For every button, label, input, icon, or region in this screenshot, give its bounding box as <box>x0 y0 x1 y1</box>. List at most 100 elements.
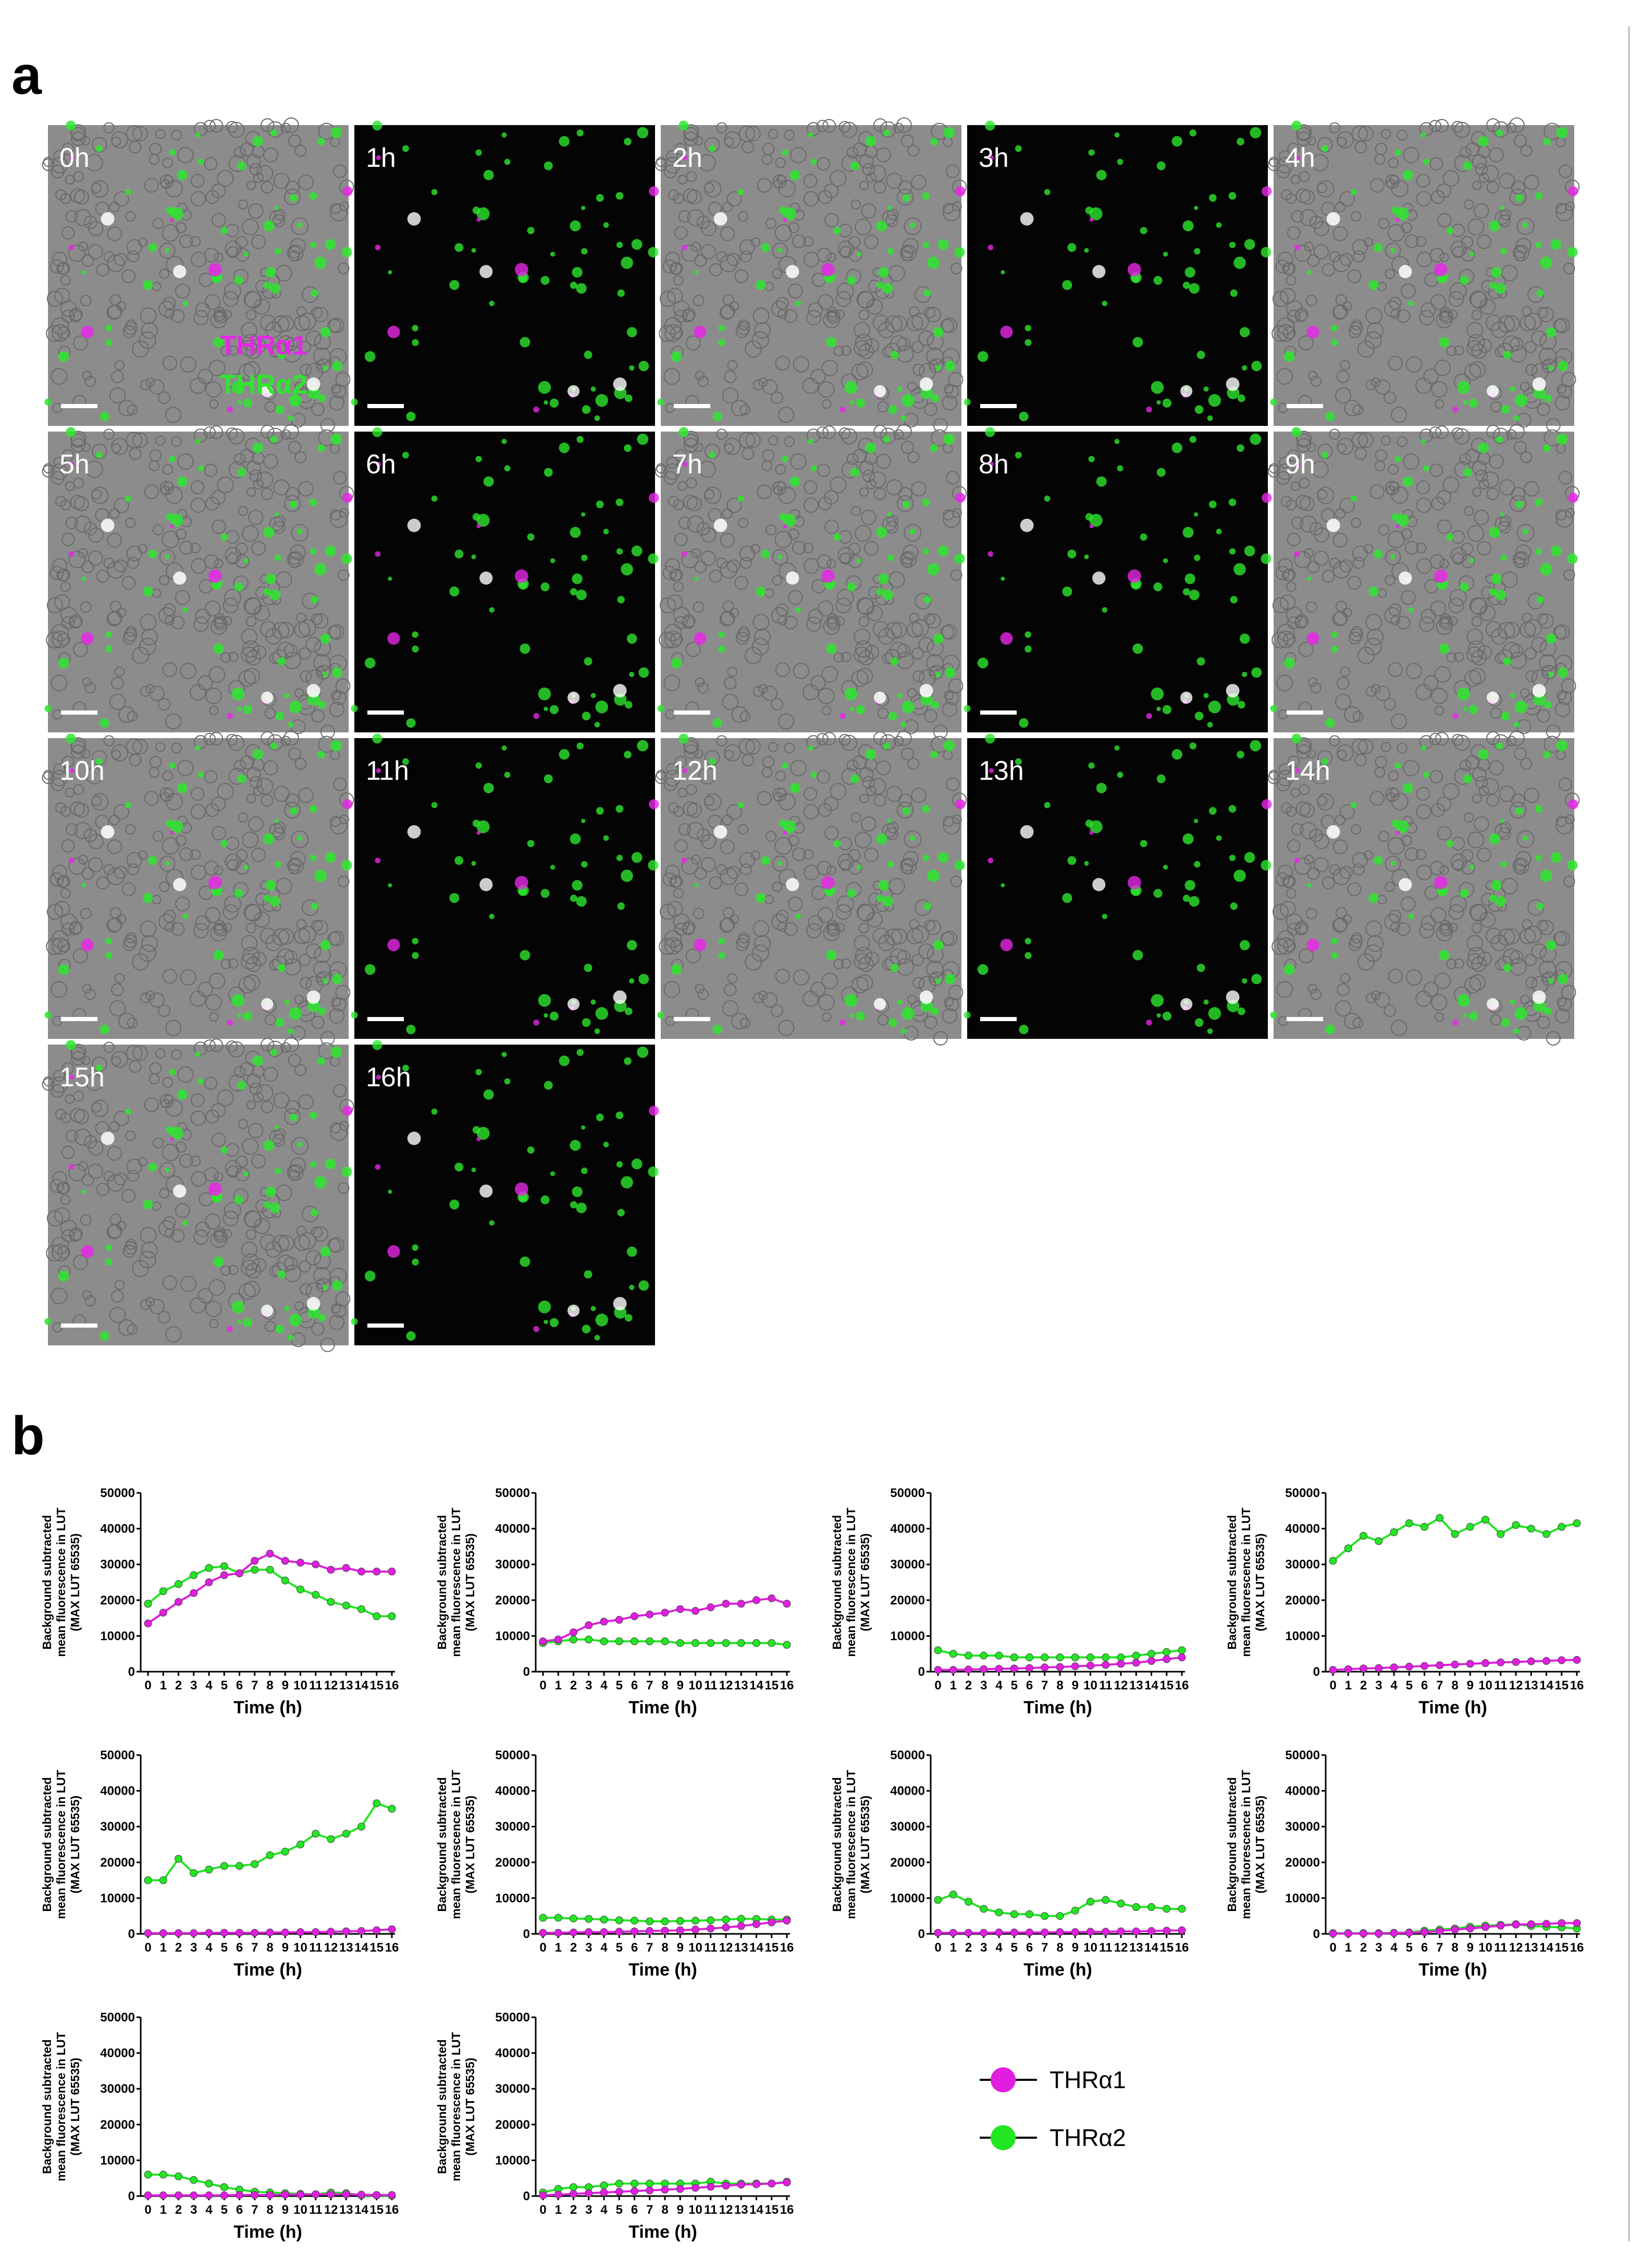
cell <box>1340 666 1351 677</box>
fluorescent-cell <box>808 438 813 444</box>
cell <box>1294 551 1312 569</box>
cell <box>1474 203 1489 219</box>
data-point <box>220 1562 228 1571</box>
fluorescent-cell <box>351 398 358 406</box>
cell <box>159 881 170 892</box>
fluorescent-cell <box>1203 693 1209 698</box>
data-point <box>995 1665 1003 1673</box>
fluorescent-cell <box>631 545 643 557</box>
y-tick-label: 40000 <box>100 2046 135 2061</box>
cell <box>1538 307 1554 323</box>
cell <box>1524 312 1542 330</box>
fluorescent-cell <box>572 1186 583 1197</box>
data-point <box>1481 1659 1489 1668</box>
cell <box>159 855 176 872</box>
cell <box>818 688 835 704</box>
micrograph: 3h <box>964 120 1272 426</box>
fluorescent-cell <box>550 251 555 257</box>
cell <box>912 363 925 376</box>
data-point <box>1010 1664 1018 1673</box>
fluorescent-cell <box>263 220 275 231</box>
y-tick-label: 10000 <box>890 1891 925 1905</box>
fluorescent-cell <box>1491 267 1502 278</box>
cell <box>772 549 788 566</box>
fluorescent-cell <box>263 1139 275 1151</box>
fluorescent-cell <box>261 691 274 704</box>
fluorescent-cell <box>351 705 358 712</box>
cell <box>694 560 707 573</box>
y-tick-label: 20000 <box>100 2118 135 2132</box>
cell <box>244 291 262 309</box>
cell <box>70 431 87 447</box>
cell <box>253 479 264 490</box>
fluorescent-cell <box>483 1089 494 1100</box>
cell <box>1272 290 1289 307</box>
fluorescent-cell <box>1350 495 1357 502</box>
cell <box>1465 142 1480 157</box>
fluorescent-cell <box>1515 807 1523 815</box>
fluorescent-cell <box>1394 456 1401 462</box>
fluorescent-cell <box>297 835 303 841</box>
fluorescent-cell <box>1446 533 1454 541</box>
cell <box>132 432 148 448</box>
fluorescent-cell <box>1270 705 1277 712</box>
fluorescent-cell <box>1146 713 1152 719</box>
fluorescent-cell <box>1350 802 1357 808</box>
fluorescent-cell <box>454 243 464 252</box>
fluorescent-cell <box>1548 978 1554 984</box>
fluorescent-cell <box>786 265 799 278</box>
y-tick-label: 20000 <box>495 1593 530 1608</box>
y-axis-label: (MAX LUT 65535) <box>68 1534 82 1632</box>
cell <box>242 640 260 658</box>
fluorescent-cell <box>197 465 204 472</box>
fluorescent-cell <box>624 1007 633 1015</box>
x-tick-label: 5 <box>221 1941 228 1955</box>
micrograph: 13h <box>964 733 1272 1039</box>
fluorescent-cell <box>1331 325 1338 332</box>
data-point <box>737 2180 745 2189</box>
cell <box>52 864 67 880</box>
fluorescent-cell <box>364 657 376 669</box>
fluorescent-cell <box>1501 1018 1510 1027</box>
fluorescent-cell <box>596 1113 604 1122</box>
cell <box>242 947 260 964</box>
cell <box>228 345 239 356</box>
cell <box>896 495 914 512</box>
fluorescent-cell <box>615 805 624 813</box>
fluorescent-cell <box>58 1270 69 1282</box>
fluorescent-cell <box>375 244 381 251</box>
data-point <box>281 1576 289 1585</box>
cell <box>1310 375 1322 387</box>
cell <box>260 314 277 331</box>
fluorescent-cell <box>1391 513 1400 521</box>
fluorescent-cell <box>125 802 131 808</box>
x-tick-label: 0 <box>144 2203 151 2217</box>
cell <box>734 575 749 590</box>
fluorescent-cell <box>1306 632 1319 645</box>
x-tick-label: 6 <box>1421 1941 1428 1955</box>
cell <box>1287 226 1301 240</box>
cell <box>249 163 262 176</box>
fluorescent-cell <box>1399 878 1412 891</box>
cell <box>793 356 810 373</box>
y-tick-label: 30000 <box>100 2082 135 2096</box>
y-axis-label: Background subtracted <box>435 1777 449 1911</box>
x-tick-label: 5 <box>1406 1678 1413 1693</box>
x-tick-label: 3 <box>1375 1941 1382 1955</box>
cell <box>103 557 115 569</box>
fluorescent-cell <box>1270 398 1277 406</box>
cell <box>1340 253 1353 266</box>
fluorescent-cell <box>407 212 421 226</box>
cell <box>1340 360 1351 371</box>
fluorescent-cell <box>544 161 553 170</box>
cell <box>1342 608 1352 618</box>
x-tick-label: 13 <box>1524 1941 1538 1955</box>
cell <box>1524 647 1537 660</box>
fluorescent-cell <box>681 244 687 251</box>
fluorescent-cell <box>252 136 263 147</box>
x-axis-label: Time (h) <box>1418 1960 1487 1980</box>
fluorescent-cell <box>544 774 553 783</box>
cell <box>171 742 182 754</box>
data-point <box>949 1891 957 1899</box>
fluorescent-cell <box>243 398 253 408</box>
